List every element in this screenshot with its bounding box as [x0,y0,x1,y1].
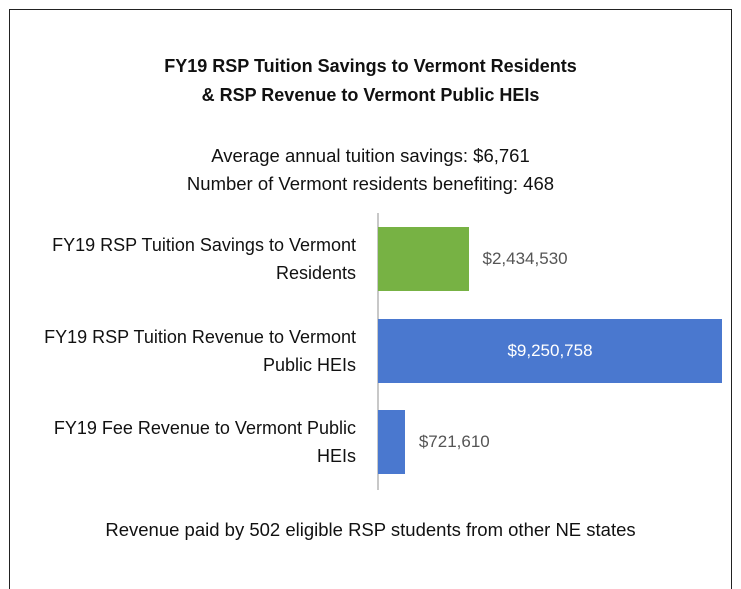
footnote: Revenue paid by 502 eligible RSP student… [105,519,636,540]
axis-line [377,213,379,490]
category-label: FY19 RSP Tuition Revenue to Vermont Publ… [44,326,356,375]
bar [378,318,722,383]
bar [378,410,405,475]
subtitle-line: Number of Vermont residents benefiting: … [186,173,555,194]
subtitle-line: Average annual tuition savings: $6,761 [211,145,530,166]
frame-border [9,9,732,589]
value-label: $721,610 [418,432,490,452]
chart-title-line: & RSP Revenue to Vermont Public HEIs [201,85,540,105]
value-label: $2,434,530 [482,249,568,269]
category-label: FY19 RSP Tuition Savings to Vermont Resi… [52,235,356,284]
chart-title-line: FY19 RSP Tuition Savings to Vermont Resi… [164,56,577,76]
value-label: $9,250,758 [507,340,593,360]
bar [378,227,469,292]
category-label: FY19 Fee Revenue to Vermont Public HEIs [53,418,356,467]
